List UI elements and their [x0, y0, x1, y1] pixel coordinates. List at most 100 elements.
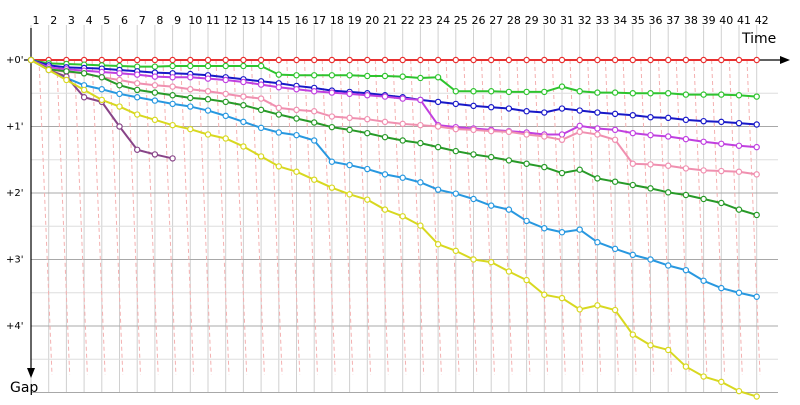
- diagonal-guide: [746, 59, 761, 376]
- data-point: [611, 136, 619, 143]
- data-point: [541, 109, 548, 116]
- data-point: [45, 66, 52, 74]
- data-point: [718, 91, 725, 98]
- x-tick-label: 2: [50, 14, 57, 27]
- data-point: [204, 107, 212, 114]
- diagonal-guide: [304, 59, 318, 376]
- data-point: [204, 88, 212, 95]
- data-point: [311, 56, 318, 64]
- diagonal-guide: [498, 59, 513, 376]
- diagonal-guide: [711, 59, 726, 376]
- data-point: [665, 262, 672, 269]
- data-point: [275, 56, 282, 64]
- data-point: [753, 393, 760, 400]
- data-point: [346, 90, 353, 98]
- data-point: [523, 131, 530, 138]
- diagonal-guide: [604, 59, 619, 376]
- y-tick-label: +0': [6, 55, 24, 66]
- data-point: [718, 199, 725, 207]
- diagonal-guide: [233, 59, 248, 376]
- data-point: [204, 75, 212, 82]
- data-point: [364, 165, 371, 173]
- data-point: [753, 211, 760, 219]
- data-point: [151, 97, 159, 104]
- y-tick-label: +4': [6, 321, 24, 332]
- data-point: [647, 256, 654, 263]
- data-point: [682, 91, 690, 98]
- data-point: [488, 104, 495, 111]
- data-point: [700, 138, 707, 145]
- data-point: [133, 71, 141, 78]
- data-point: [470, 88, 477, 95]
- data-point: [682, 56, 690, 64]
- data-point: [558, 131, 566, 138]
- data-point: [169, 56, 176, 64]
- x-tick-label: 27: [489, 14, 503, 27]
- x-tick-label: 40: [719, 14, 733, 27]
- data-point: [753, 121, 760, 128]
- data-point: [417, 56, 424, 64]
- series-9: [27, 56, 760, 400]
- data-point: [240, 56, 247, 64]
- data-point: [647, 131, 654, 139]
- data-point: [541, 225, 548, 232]
- data-point: [611, 110, 619, 118]
- data-point: [488, 153, 495, 161]
- x-tick-label: 41: [737, 14, 751, 27]
- y-tick-label: +2': [6, 188, 24, 199]
- data-point: [452, 190, 459, 197]
- data-point: [257, 95, 265, 102]
- data-point: [204, 131, 212, 138]
- x-tick-label: 11: [206, 14, 220, 27]
- data-point: [594, 89, 601, 96]
- diagonal-guide: [357, 59, 372, 376]
- data-point: [187, 94, 194, 102]
- data-point: [240, 143, 247, 150]
- data-point: [682, 266, 690, 274]
- data-point: [133, 111, 141, 118]
- data-point: [169, 83, 176, 90]
- data-point: [718, 118, 725, 126]
- data-point: [505, 268, 513, 275]
- grid: [30, 25, 778, 393]
- data-point: [399, 174, 406, 181]
- diagonal-guide: [56, 59, 71, 376]
- x-tick-label: 39: [702, 14, 716, 27]
- data-point: [682, 363, 690, 370]
- data-point: [594, 125, 601, 132]
- data-point: [647, 185, 654, 192]
- diagonal-guide: [675, 59, 690, 376]
- data-point: [700, 373, 707, 380]
- data-point: [116, 56, 123, 64]
- data-point: [718, 140, 725, 147]
- data-point: [417, 121, 424, 129]
- y-tick-labels: +0' +1' +2' +3' +4': [6, 55, 24, 332]
- data-point: [364, 92, 371, 99]
- data-point: [718, 284, 725, 292]
- data-point: [488, 258, 495, 266]
- diagonal-guide: [622, 59, 637, 376]
- data-point: [257, 56, 265, 64]
- data-point: [151, 63, 159, 70]
- data-point: [275, 163, 282, 170]
- data-point: [311, 137, 318, 144]
- data-point: [169, 92, 176, 99]
- data-point: [293, 56, 300, 64]
- data-point: [116, 82, 123, 89]
- data-point: [735, 387, 743, 395]
- data-point: [470, 56, 477, 64]
- data-point: [735, 206, 743, 213]
- data-point: [151, 56, 159, 64]
- data-point: [594, 56, 601, 64]
- data-point: [346, 126, 353, 134]
- data-point: [576, 166, 583, 173]
- data-point: [275, 104, 282, 112]
- data-point: [346, 161, 353, 169]
- x-tick-label: 38: [684, 14, 698, 27]
- data-point: [169, 74, 176, 81]
- data-point: [611, 56, 619, 64]
- x-tick-labels: 1 2 3 4 5 6 7 8 9 10 11 12 13 14 15 16 17 18 19 20 21 22 23 24 2…: [33, 14, 769, 27]
- data-point: [541, 163, 548, 171]
- data-point: [222, 112, 229, 120]
